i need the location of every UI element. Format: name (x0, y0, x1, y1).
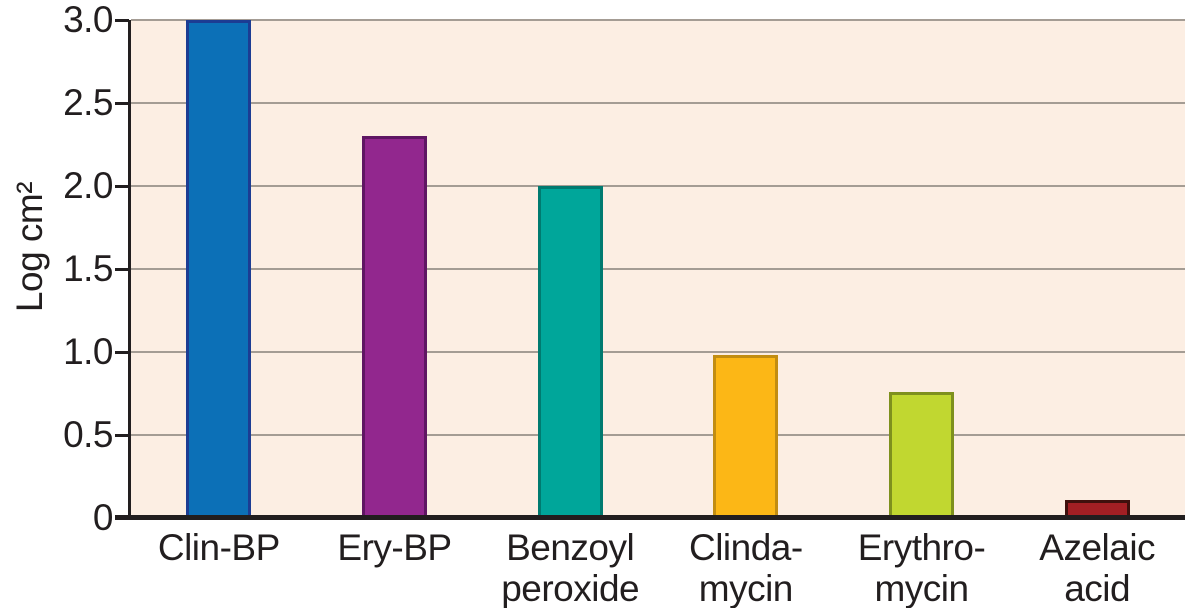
category-label-benzoyl-peroxide: Benzoyl peroxide (501, 527, 640, 608)
x-axis-line (115, 515, 1185, 520)
bar-azelaic-acid (1064, 499, 1130, 518)
bar-ery-bp (362, 136, 427, 518)
y-tick-label-0: 0 (92, 497, 114, 538)
gridline-1.5 (131, 268, 1185, 270)
y-tick-label-3: 3.0 (63, 0, 113, 40)
bar-benzoyl-peroxide (537, 186, 603, 518)
gridline-2.5 (131, 102, 1185, 104)
bar-erythro-mycin (889, 391, 954, 518)
y-tick-label-0.5: 0.5 (63, 414, 113, 455)
y-tick-label-2.5: 2.5 (63, 82, 113, 123)
gridline-3 (131, 19, 1185, 21)
gridline-1 (131, 351, 1185, 353)
category-label-erythro-mycin: Erythro- mycin (857, 527, 986, 608)
category-label-azelaic-acid: Azelaic acid (1039, 527, 1156, 608)
category-label-ery-bp: Ery-BP (337, 527, 452, 568)
bar-clinda-mycin (713, 355, 779, 518)
y-axis-title-text: Log cm² (9, 181, 50, 313)
y-axis-line (128, 20, 131, 518)
bar-clin-bp (186, 20, 252, 518)
category-label-clin-bp: Clin-BP (157, 527, 280, 568)
y-tick-3 (115, 18, 129, 22)
y-tick-2.5 (115, 101, 129, 105)
gridline-2 (131, 185, 1185, 187)
y-tick-label-1.5: 1.5 (63, 248, 113, 289)
gridline-0.5 (131, 434, 1185, 436)
y-tick-0.5 (115, 433, 129, 437)
y-tick-2 (115, 184, 129, 188)
y-tick-1.5 (115, 267, 129, 271)
category-label-clinda-mycin: Clinda- mycin (688, 527, 803, 608)
y-tick-label-1: 1.0 (63, 331, 113, 372)
y-tick-label-2: 2.0 (63, 165, 113, 206)
y-tick-1 (115, 350, 129, 354)
